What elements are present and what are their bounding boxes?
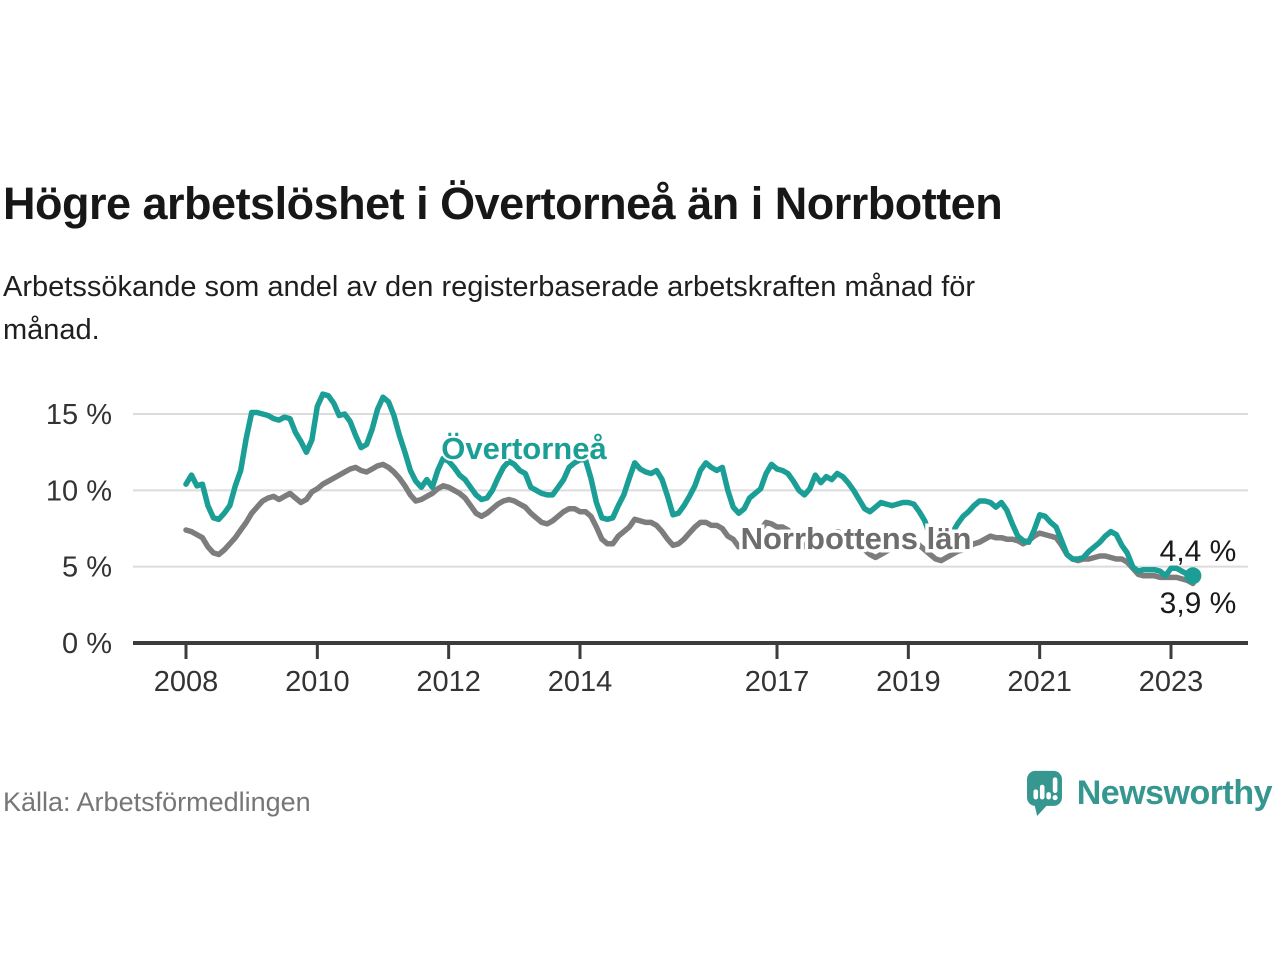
data-series: [183, 391, 1202, 587]
end-value-label-norrbotten: 3,9 %: [1160, 587, 1237, 620]
series-line-norrbotten: [183, 461, 1196, 587]
chart-subtitle-line2: månad.: [3, 314, 100, 346]
series-label-overtornea: Övertorneå: [441, 431, 607, 466]
x-axis-tick-label: 2023: [1139, 666, 1204, 698]
x-axis-tick-label: 2014: [548, 666, 613, 698]
newsworthy-brand: Newsworthy: [1026, 770, 1273, 816]
series-end-dot: [1184, 567, 1202, 585]
x-axis-tick-label: 2012: [416, 666, 481, 698]
chart-title: Högre arbetslöshet i Övertorneå än i Nor…: [3, 178, 1003, 230]
end-value-label-overtornea: 4,4 %: [1160, 535, 1237, 568]
axes: 0 % 5 % 10 % 15 % 2008 2010 2012 2014 2017 2019 20…: [46, 399, 1248, 698]
y-axis-tick-label: 0 %: [62, 628, 112, 660]
y-axis-tick-label: 15 %: [46, 399, 112, 431]
chart-subtitle: Arbetssökande som andel av den registerb…: [3, 266, 1223, 352]
x-axis-tick-label: 2021: [1007, 666, 1072, 698]
newsworthy-wordmark: Newsworthy: [1076, 773, 1273, 812]
source-caption: Källa: Arbetsförmedlingen: [3, 787, 311, 817]
chart-subtitle-line1: Arbetssökande som andel av den registerb…: [3, 271, 976, 303]
y-axis-tick-label: 5 %: [62, 552, 112, 584]
x-axis-tick-label: 2019: [876, 666, 941, 698]
x-axis-tick-label: 2017: [745, 666, 810, 698]
x-axis-tick-label: 2008: [154, 666, 219, 698]
newsworthy-logo-icon: [1026, 770, 1062, 816]
series-line-overtornea: [183, 391, 1196, 579]
y-axis-tick-label: 10 %: [46, 475, 112, 507]
series-label-norrbotten: Norrbottens län: [741, 521, 972, 556]
x-axis-tick-label: 2010: [285, 666, 350, 698]
